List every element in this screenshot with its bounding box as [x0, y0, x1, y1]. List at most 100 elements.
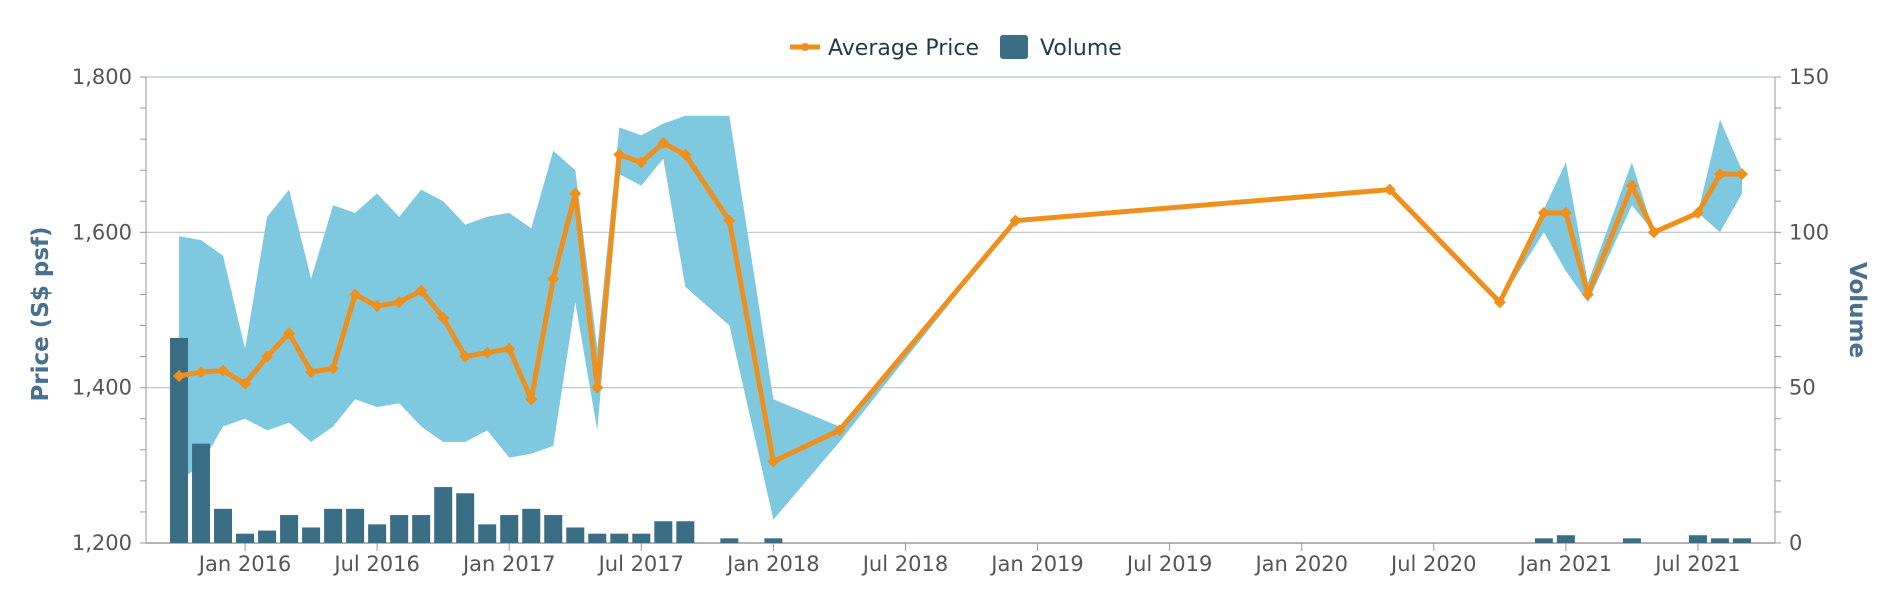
volume-bar: [1732, 538, 1751, 543]
x-tick-label: Jan 2019: [989, 552, 1084, 576]
average-price-point: [173, 370, 186, 383]
average-price-point: [393, 296, 406, 309]
average-price-point: [437, 311, 450, 324]
average-price-point: [217, 364, 230, 377]
volume-bar: [544, 515, 563, 543]
legend-marker-average-price: [801, 43, 809, 51]
x-tick-label: Jan 2020: [1253, 552, 1348, 576]
average-price-point: [1625, 179, 1638, 192]
volume-bar: [720, 538, 739, 543]
volume-bar: [236, 533, 255, 543]
volume-bars: [170, 337, 1751, 543]
average-price-point: [591, 381, 604, 394]
average-price-point: [261, 350, 274, 363]
volume-bar: [632, 533, 651, 543]
legend-item-volume[interactable]: Volume: [1000, 35, 1122, 61]
x-tick-label: Jan 2016: [197, 552, 292, 576]
volume-bar: [302, 527, 321, 543]
average-price-point: [1581, 288, 1594, 301]
volume-bar: [654, 521, 673, 543]
average-price-point: [1493, 296, 1506, 309]
average-price-point: [1691, 206, 1704, 219]
volume-bar: [192, 443, 211, 543]
volume-bar: [456, 493, 475, 543]
average-price-point: [547, 272, 560, 285]
average-price-point: [305, 366, 318, 379]
x-tick-label: Jul 2017: [597, 552, 684, 576]
volume-bar: [324, 508, 343, 543]
volume-bar: [170, 337, 189, 543]
average-price-point: [1537, 206, 1550, 219]
volume-bar: [412, 515, 431, 543]
x-tick-label: Jul 2020: [1389, 552, 1476, 576]
volume-bar: [1710, 538, 1729, 543]
average-price-point: [657, 137, 670, 150]
y-left-tick-label: 1,400: [72, 376, 132, 400]
y-left-tick-label: 1,600: [72, 220, 132, 244]
y-left-tick-label: 1,200: [72, 531, 132, 555]
x-tick-label: Jan 2021: [1518, 552, 1613, 576]
average-price-point: [767, 455, 780, 468]
volume-bar: [1534, 538, 1553, 543]
average-price-point: [613, 148, 626, 161]
average-price-point: [1735, 168, 1748, 181]
average-price-point: [1383, 183, 1396, 196]
volume-bar: [588, 533, 607, 543]
volume-bar: [676, 521, 695, 543]
x-tick-label: Jul 2019: [1125, 552, 1212, 576]
average-price-point: [415, 284, 428, 297]
price-range-band: [179, 115, 1742, 520]
average-price-point: [679, 148, 692, 161]
volume-bar: [258, 530, 277, 543]
volume-bar: [566, 527, 585, 543]
y-right-tick-label: 100: [1789, 220, 1829, 244]
average-price-point: [283, 327, 296, 340]
volume-bar: [368, 524, 387, 543]
average-price-point: [833, 424, 846, 437]
average-price-point: [1647, 226, 1660, 239]
legend: Average Price Volume: [790, 35, 1122, 61]
volume-bar: [1622, 538, 1641, 543]
volume-bar: [610, 533, 629, 543]
volume-bar: [214, 508, 233, 543]
legend-swatch-volume: [1000, 35, 1028, 59]
x-tick-label: Jan 2017: [461, 552, 556, 576]
average-price-point: [195, 366, 208, 379]
x-tick-label: Jul 2016: [332, 552, 419, 576]
average-price-point: [635, 156, 648, 169]
average-price-point: [525, 393, 538, 406]
average-price-point: [239, 377, 252, 390]
average-price-point: [1713, 168, 1726, 181]
volume-bar: [346, 508, 365, 543]
y-axis-right-title: Volume: [1844, 262, 1870, 358]
y-axis-left-title: Price (S$ psf): [28, 226, 54, 401]
x-tick-label: Jul 2021: [1653, 552, 1740, 576]
axes: 1,200 1,400 1,600 1,800 0 50 100 150 Jan 2016 Jul…: [72, 65, 1829, 576]
legend-item-average-price[interactable]: Average Price: [790, 36, 979, 61]
volume-bar: [500, 515, 519, 543]
legend-label-volume: Volume: [1040, 36, 1122, 61]
price-range-area: [179, 115, 1742, 520]
average-price-point: [1559, 206, 1572, 219]
average-price-point: [371, 300, 384, 313]
volume-bar: [764, 538, 783, 543]
average-price-point: [569, 187, 582, 200]
volume-bar: [280, 515, 299, 543]
x-tick-label: Jul 2018: [861, 552, 948, 576]
volume-bar: [1556, 535, 1575, 543]
y-left-tick-label: 1,800: [72, 65, 132, 89]
y-right-tick-label: 0: [1789, 531, 1802, 555]
y-right-tick-label: 150: [1789, 65, 1829, 89]
volume-bar: [390, 515, 409, 543]
average-price-point: [349, 288, 362, 301]
average-price-point: [723, 214, 736, 227]
average-price-line: [173, 137, 1748, 468]
x-tick-label: Jan 2018: [725, 552, 820, 576]
volume-bar: [434, 487, 453, 543]
volume-bar: [1688, 535, 1707, 543]
volume-bar: [478, 524, 497, 543]
average-price-point: [327, 362, 340, 375]
average-price-point: [1009, 214, 1022, 227]
volume-bar: [522, 508, 541, 543]
